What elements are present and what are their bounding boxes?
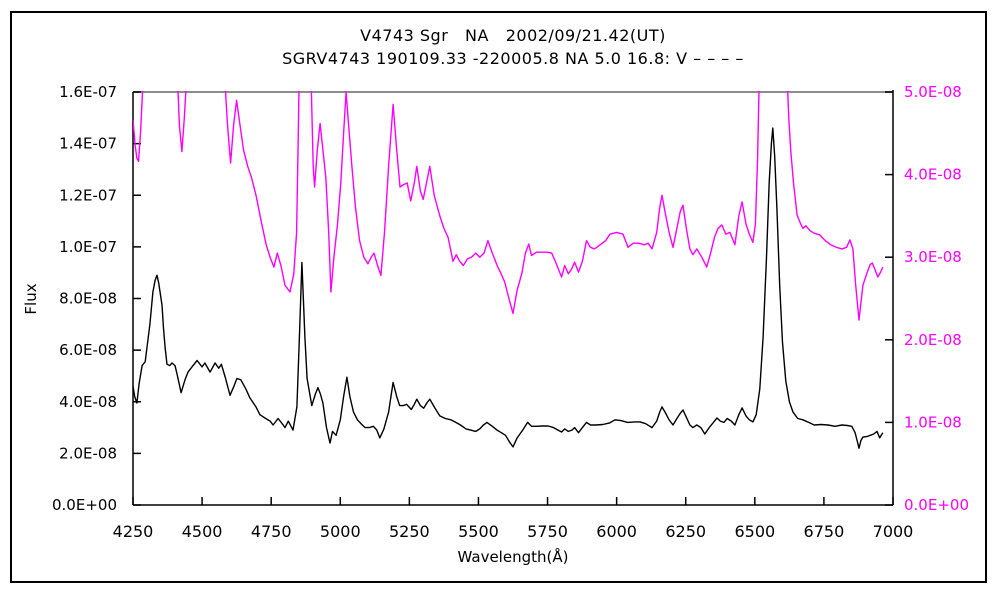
y-left-tick-label: 4.0E-08 (59, 393, 117, 411)
x-axis-tick-label: 4500 (182, 522, 223, 541)
x-axis-tick-label: 4250 (113, 522, 154, 541)
x-axis-tick-label: 5000 (320, 522, 361, 541)
y-left-tick-label: 2.0E-08 (59, 444, 117, 462)
y-right-tick-label: 3.0E-08 (904, 248, 962, 266)
y-left-tick-label: 8.0E-08 (59, 290, 117, 308)
x-axis-tick-label: 4750 (251, 522, 292, 541)
x-axis-tick-label: 5750 (527, 522, 568, 541)
x-axis-tick-label: 7000 (873, 522, 914, 541)
y-right-tick-label: 4.0E-08 (904, 166, 962, 184)
y-right-tick-label: 1.0E-08 (904, 413, 962, 431)
y-left-tick-label: 1.6E-07 (59, 83, 117, 101)
y-left-tick-label: 1.4E-07 (59, 135, 117, 153)
x-axis-tick-label: 6750 (804, 522, 845, 541)
y-left-tick-label: 1.2E-07 (59, 186, 117, 204)
x-axis-tick-label: 5500 (458, 522, 499, 541)
chart-title: V4743 Sgr NA 2002/09/21.42(UT) (360, 26, 666, 45)
y-right-tick-label: 2.0E-08 (904, 331, 962, 349)
y-left-tick-label: 6.0E-08 (59, 341, 117, 359)
y-right-tick-label: 0.0E+00 (904, 496, 969, 514)
x-axis-tick-label: 6000 (596, 522, 637, 541)
figure-border (10, 11, 987, 583)
chart-subtitle: SGRV4743 190109.33 -220005.8 NA 5.0 16.8… (282, 49, 744, 68)
flux-spectrum-magenta-line (133, 91, 884, 321)
x-axis-tick-label: 5250 (389, 522, 430, 541)
x-axis-tick-label: 6250 (665, 522, 706, 541)
x-axis-label: Wavelength(Å) (457, 548, 569, 566)
x-axis-tick-label: 6500 (734, 522, 775, 541)
flux-spectrum-black-line (133, 127, 884, 449)
y-left-tick-label: 1.0E-07 (59, 238, 117, 256)
y-right-tick-label: 5.0E-08 (904, 83, 962, 101)
y-left-tick-label: 0.0E+00 (52, 496, 117, 514)
